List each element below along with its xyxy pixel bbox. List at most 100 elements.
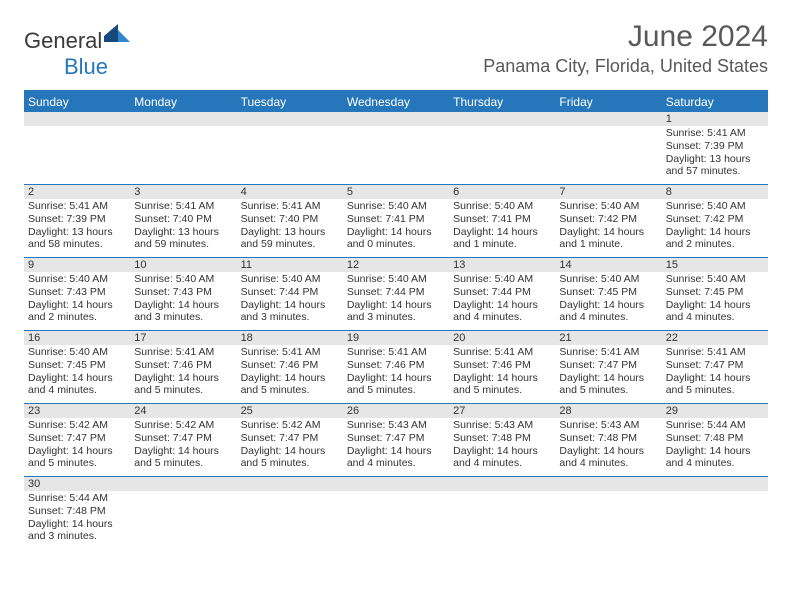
day-cell: 15Sunrise: 5:40 AMSunset: 7:45 PMDayligh… [662,258,768,330]
month-title: June 2024 [483,20,768,54]
day-number [555,112,661,126]
day-number: 7 [555,185,661,199]
day-details: Sunrise: 5:40 AMSunset: 7:45 PMDaylight:… [24,345,130,399]
day-details: Sunrise: 5:42 AMSunset: 7:47 PMDaylight:… [24,418,130,472]
day-number: 30 [24,477,130,491]
day-details: Sunrise: 5:42 AMSunset: 7:47 PMDaylight:… [130,418,236,472]
day-details: Sunrise: 5:41 AMSunset: 7:46 PMDaylight:… [343,345,449,399]
day-details: Sunrise: 5:40 AMSunset: 7:44 PMDaylight:… [237,272,343,326]
day-cell: 18Sunrise: 5:41 AMSunset: 7:46 PMDayligh… [237,331,343,403]
day-details: Sunrise: 5:40 AMSunset: 7:42 PMDaylight:… [662,199,768,253]
day-number: 24 [130,404,236,418]
day-number [343,112,449,126]
empty-cell [449,477,555,549]
day-number [237,112,343,126]
empty-cell [449,112,555,184]
logo-text-blue: Blue [64,54,108,79]
day-details: Sunrise: 5:41 AMSunset: 7:47 PMDaylight:… [555,345,661,399]
day-cell: 23Sunrise: 5:42 AMSunset: 7:47 PMDayligh… [24,404,130,476]
logo: General Blue [24,28,130,80]
day-number [130,477,236,491]
empty-cell [130,112,236,184]
day-details: Sunrise: 5:40 AMSunset: 7:45 PMDaylight:… [555,272,661,326]
week-row: 16Sunrise: 5:40 AMSunset: 7:45 PMDayligh… [24,331,768,404]
day-details: Sunrise: 5:40 AMSunset: 7:42 PMDaylight:… [555,199,661,253]
day-cell: 6Sunrise: 5:40 AMSunset: 7:41 PMDaylight… [449,185,555,257]
day-cell: 16Sunrise: 5:40 AMSunset: 7:45 PMDayligh… [24,331,130,403]
day-details: Sunrise: 5:41 AMSunset: 7:40 PMDaylight:… [130,199,236,253]
page-header: General Blue June 2024 Panama City, Flor… [0,0,792,84]
empty-cell [343,112,449,184]
day-details: Sunrise: 5:44 AMSunset: 7:48 PMDaylight:… [662,418,768,472]
empty-cell [24,112,130,184]
day-number: 13 [449,258,555,272]
weekday-header: Friday [555,92,661,112]
day-cell: 13Sunrise: 5:40 AMSunset: 7:44 PMDayligh… [449,258,555,330]
day-cell: 1Sunrise: 5:41 AMSunset: 7:39 PMDaylight… [662,112,768,184]
day-details: Sunrise: 5:44 AMSunset: 7:48 PMDaylight:… [24,491,130,545]
day-number [662,477,768,491]
day-cell: 27Sunrise: 5:43 AMSunset: 7:48 PMDayligh… [449,404,555,476]
day-number: 12 [343,258,449,272]
weekday-header: Wednesday [343,92,449,112]
week-row: 9Sunrise: 5:40 AMSunset: 7:43 PMDaylight… [24,258,768,331]
day-details: Sunrise: 5:43 AMSunset: 7:47 PMDaylight:… [343,418,449,472]
day-cell: 21Sunrise: 5:41 AMSunset: 7:47 PMDayligh… [555,331,661,403]
day-number [343,477,449,491]
day-cell: 29Sunrise: 5:44 AMSunset: 7:48 PMDayligh… [662,404,768,476]
day-number: 14 [555,258,661,272]
week-row: 2Sunrise: 5:41 AMSunset: 7:39 PMDaylight… [24,185,768,258]
empty-cell [555,477,661,549]
day-details: Sunrise: 5:41 AMSunset: 7:47 PMDaylight:… [662,345,768,399]
day-details: Sunrise: 5:40 AMSunset: 7:41 PMDaylight:… [449,199,555,253]
day-details: Sunrise: 5:41 AMSunset: 7:46 PMDaylight:… [449,345,555,399]
day-number: 21 [555,331,661,345]
day-details: Sunrise: 5:40 AMSunset: 7:44 PMDaylight:… [449,272,555,326]
day-cell: 8Sunrise: 5:40 AMSunset: 7:42 PMDaylight… [662,185,768,257]
empty-cell [237,112,343,184]
day-cell: 17Sunrise: 5:41 AMSunset: 7:46 PMDayligh… [130,331,236,403]
logo-shape [104,22,130,47]
day-details: Sunrise: 5:41 AMSunset: 7:40 PMDaylight:… [237,199,343,253]
day-cell: 25Sunrise: 5:42 AMSunset: 7:47 PMDayligh… [237,404,343,476]
day-cell: 24Sunrise: 5:42 AMSunset: 7:47 PMDayligh… [130,404,236,476]
day-number: 19 [343,331,449,345]
day-number [237,477,343,491]
day-number: 15 [662,258,768,272]
day-number: 3 [130,185,236,199]
day-details: Sunrise: 5:41 AMSunset: 7:39 PMDaylight:… [662,126,768,180]
day-details: Sunrise: 5:43 AMSunset: 7:48 PMDaylight:… [555,418,661,472]
day-details: Sunrise: 5:42 AMSunset: 7:47 PMDaylight:… [237,418,343,472]
day-number [449,112,555,126]
day-number: 18 [237,331,343,345]
day-number: 25 [237,404,343,418]
day-cell: 7Sunrise: 5:40 AMSunset: 7:42 PMDaylight… [555,185,661,257]
weekday-header: Thursday [449,92,555,112]
day-number: 23 [24,404,130,418]
day-number: 22 [662,331,768,345]
day-details: Sunrise: 5:41 AMSunset: 7:46 PMDaylight:… [237,345,343,399]
day-cell: 9Sunrise: 5:40 AMSunset: 7:43 PMDaylight… [24,258,130,330]
day-number: 6 [449,185,555,199]
day-number: 9 [24,258,130,272]
week-row: 23Sunrise: 5:42 AMSunset: 7:47 PMDayligh… [24,404,768,477]
day-number: 20 [449,331,555,345]
day-details: Sunrise: 5:40 AMSunset: 7:45 PMDaylight:… [662,272,768,326]
week-row: 1Sunrise: 5:41 AMSunset: 7:39 PMDaylight… [24,112,768,185]
day-number: 10 [130,258,236,272]
day-number: 28 [555,404,661,418]
day-cell: 26Sunrise: 5:43 AMSunset: 7:47 PMDayligh… [343,404,449,476]
logo-text-general: General [24,28,102,53]
day-cell: 11Sunrise: 5:40 AMSunset: 7:44 PMDayligh… [237,258,343,330]
day-cell: 10Sunrise: 5:40 AMSunset: 7:43 PMDayligh… [130,258,236,330]
location: Panama City, Florida, United States [483,56,768,77]
day-details: Sunrise: 5:40 AMSunset: 7:44 PMDaylight:… [343,272,449,326]
day-number: 29 [662,404,768,418]
empty-cell [662,477,768,549]
day-cell: 30Sunrise: 5:44 AMSunset: 7:48 PMDayligh… [24,477,130,549]
day-number: 26 [343,404,449,418]
empty-cell [343,477,449,549]
day-details: Sunrise: 5:41 AMSunset: 7:39 PMDaylight:… [24,199,130,253]
empty-cell [237,477,343,549]
week-row: 30Sunrise: 5:44 AMSunset: 7:48 PMDayligh… [24,477,768,549]
